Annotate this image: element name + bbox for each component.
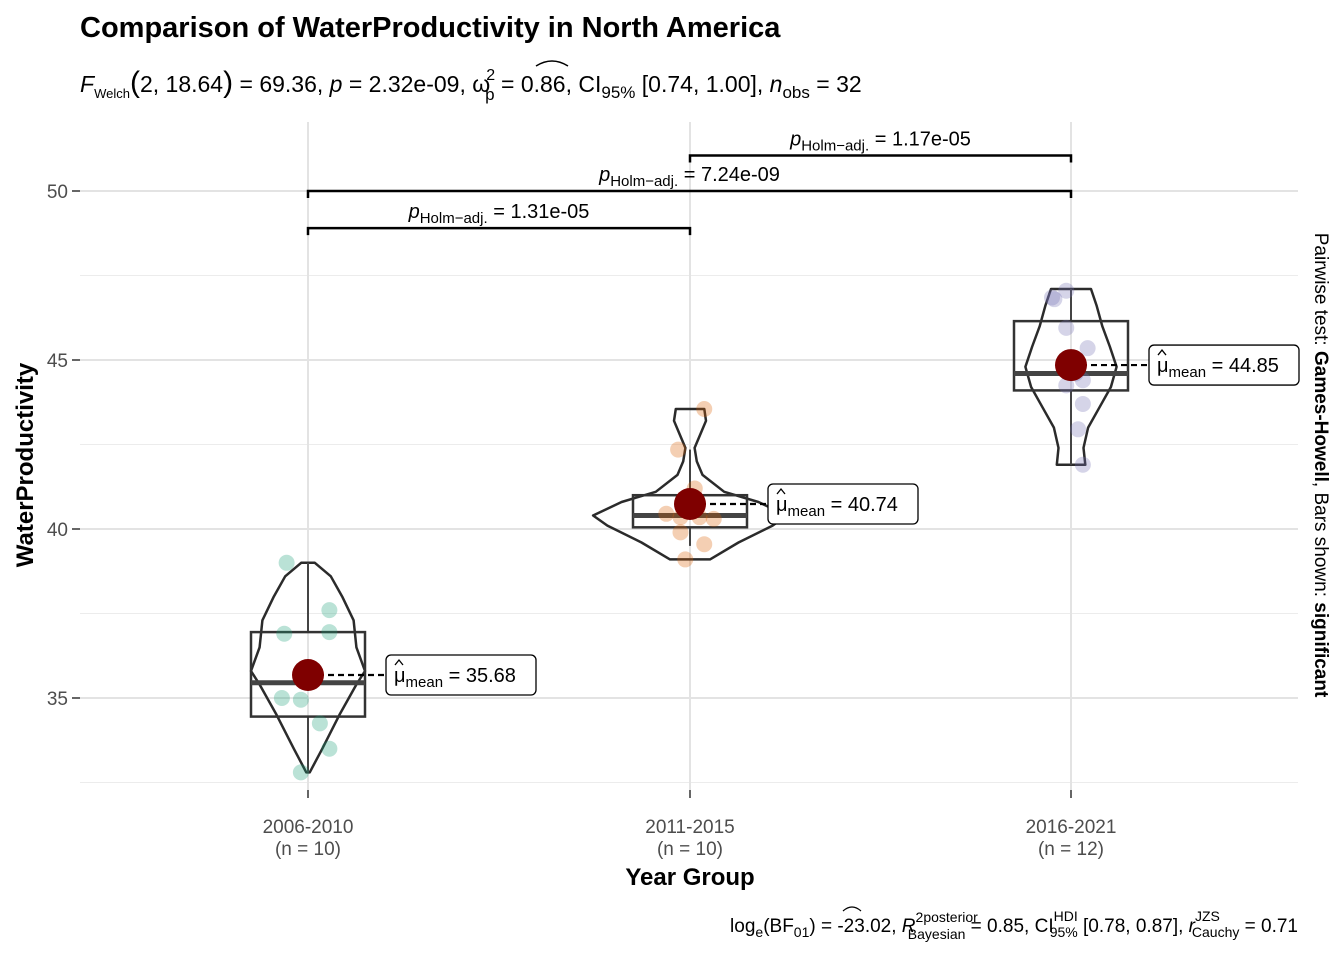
y-axis: 35 40 45 50 [47,182,80,710]
comparison-bar [306,189,1073,198]
data-point [1058,319,1075,336]
x-tick-n: (n = 12) [1038,839,1104,860]
sub-f-label: F [80,71,96,97]
chart-subtitle: FWelch(2, 18.64) = 69.36, p = 2.32e-09, … [80,66,862,104]
data-point [1058,377,1075,394]
sub-n-label: n [770,71,783,97]
violin-2011-2015 [591,407,789,561]
mean-label: μmean = 40.74 [776,494,898,520]
mean-point [1055,349,1087,382]
bottom-caption: loge(BF01) = -23.02, R2posterior Bayesian… [730,908,1298,942]
data-point [672,524,689,541]
y-tick-label: 50 [47,182,68,203]
sub-f-value: 69.36 [259,71,317,97]
data-point [705,510,722,527]
x-tick-n: (n = 10) [275,839,341,860]
data-point [292,691,309,708]
data-point [1046,291,1063,308]
data-points [273,282,1096,781]
box-2016-2021 [1012,319,1130,392]
sub-omega-sup: 2 [486,67,495,84]
comparison-bar [306,226,692,236]
sub-ci-sub: 95% [601,83,635,102]
comparison-bar [688,154,1073,163]
violin-2016-2021 [1024,287,1118,467]
data-point [276,625,293,642]
right-caption: Pairwise test: Games-Howell, Bars shown:… [1310,233,1331,698]
mean-label: μmean = 44.85 [1157,355,1279,381]
data-point [321,740,338,757]
x-tick-label: 2006-2010 [263,817,354,838]
sub-p-value: 2.32e-09 [369,71,460,97]
mu-hat [776,487,786,495]
data-point [1044,289,1060,306]
data-point [1058,282,1075,299]
r2-hat [842,906,862,912]
pairwise-bars: pHolm−adj. = 1.31e-05 pHolm−adj. = 7.24e-… [306,129,1073,236]
mean-label-box [385,654,537,696]
sub-omega-value: 0.86 [521,71,566,97]
violin-2006-2010 [249,561,367,774]
omega-hat [535,60,569,67]
y-axis-title: WaterProductivity [12,362,39,567]
mu-hat [394,658,404,666]
sub-f-sub: Welch [94,86,130,101]
data-point [670,441,687,458]
x-axis: 2006-2010(n = 10)2011-2015(n = 10)2016-2… [263,790,1117,860]
x-tick-n: (n = 10) [657,839,723,860]
violins [249,287,1118,774]
box-2006-2010 [249,630,367,718]
data-point [1074,395,1091,412]
means: μmean = 35.68 μmean = 40.74 μmean = 44.85 [292,344,1300,696]
data-point [311,715,328,732]
sub-n-value: 32 [836,71,862,97]
comparison-label: pHolm−adj. = 1.17e-05 [789,129,971,155]
x-tick-label: 2016-2021 [1026,817,1117,838]
comparison-label: pHolm−adj. = 7.24e-09 [598,164,780,190]
data-point [677,551,694,568]
sub-n-sub: obs [782,83,809,102]
x-axis-title: Year Group [625,864,754,891]
data-point [321,602,338,619]
sub-ci-value: [0.74, 1.00] [642,71,757,97]
data-point [1070,421,1087,438]
chart-title: Comparison of WaterProductivity in North… [80,12,781,44]
data-point [658,505,675,522]
data-point [1074,456,1091,473]
mean-label-box [767,483,919,525]
data-point [278,554,295,571]
data-point [696,401,713,418]
data-point [1079,340,1096,357]
sub-omega-label: ω [472,71,490,97]
y-tick-label: 45 [47,351,68,372]
sub-p-label: p [329,71,343,97]
sub-omega-sub: p [485,85,494,104]
comparison-label: pHolm−adj. = 1.31e-05 [408,201,590,227]
sub-dfs: 2, 18.64 [140,71,223,97]
mu-hat [1157,349,1167,356]
data-point [292,764,309,781]
y-tick-label: 40 [47,520,68,541]
mean-point [674,487,706,520]
y-tick-label: 35 [47,689,68,710]
sub-ci-label: CI [578,71,601,97]
mean-label: μmean = 35.68 [394,665,516,691]
data-point [273,690,290,706]
x-tick-label: 2011-2015 [645,817,734,838]
data-point [696,536,713,553]
mean-label-box [1148,344,1300,386]
data-point [321,624,338,641]
mean-point [292,659,324,692]
